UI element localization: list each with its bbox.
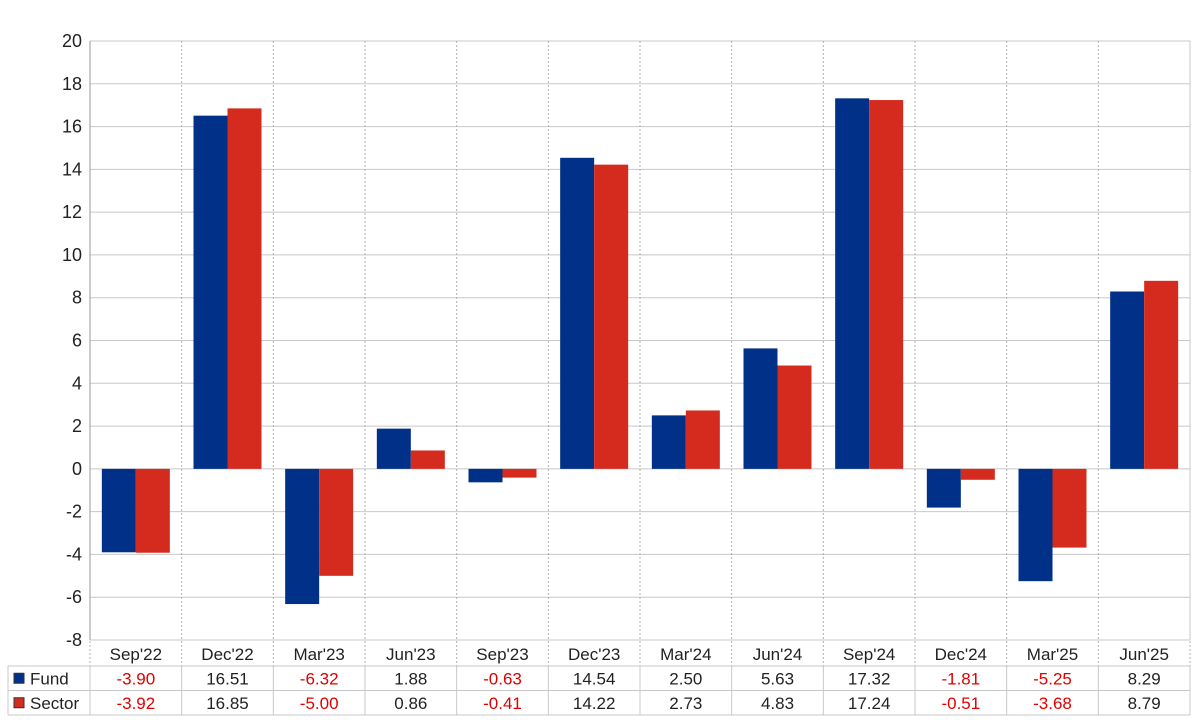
category-label: Dec'23: [568, 645, 620, 664]
bar-sector: [410, 450, 445, 469]
bar-fund: [376, 428, 411, 469]
bar-fund: [468, 468, 503, 483]
value-label-fund: -3.90: [116, 669, 155, 688]
y-tick-label: -4: [66, 544, 82, 564]
y-tick-label: 8: [72, 288, 82, 308]
bar-fund: [101, 468, 136, 553]
y-tick-label: 20: [62, 31, 82, 51]
value-label-fund: -6.32: [300, 669, 339, 688]
category-label: Mar'25: [1027, 645, 1078, 664]
category-label: Mar'24: [660, 645, 711, 664]
bar-fund: [651, 415, 686, 469]
category-label: Sep'22: [110, 645, 162, 664]
bar-fund: [285, 468, 320, 605]
y-tick-label: 12: [62, 202, 82, 222]
bar-sector: [135, 468, 170, 553]
value-label-fund: 5.63: [761, 669, 794, 688]
value-label-sector: 17.24: [848, 694, 891, 713]
y-tick-label: -8: [66, 630, 82, 650]
y-tick-label: 16: [62, 117, 82, 137]
bar-sector: [777, 365, 812, 469]
y-tick-label: -6: [66, 587, 82, 607]
bar-sector: [319, 468, 354, 576]
y-tick-label: 2: [72, 416, 82, 436]
category-label: Jun'23: [386, 645, 436, 664]
legend-label-fund: Fund: [30, 669, 69, 688]
value-label-sector: 16.85: [206, 694, 249, 713]
bar-fund: [193, 115, 228, 469]
value-label-sector: -5.00: [300, 694, 339, 713]
y-tick-label: 0: [72, 459, 82, 479]
value-label-sector: -3.68: [1033, 694, 1072, 713]
value-label-fund: 1.88: [394, 669, 427, 688]
value-label-sector: 0.86: [394, 694, 427, 713]
bar-fund: [560, 157, 595, 469]
value-label-sector: 4.83: [761, 694, 794, 713]
bar-fund: [926, 468, 961, 508]
category-label: Sep'24: [843, 645, 895, 664]
legend-swatch-sector: [13, 697, 25, 709]
bar-fund: [1018, 468, 1053, 582]
bar-fund: [835, 98, 870, 469]
bar-sector: [960, 468, 995, 480]
value-label-fund: 8.29: [1128, 669, 1161, 688]
value-label-fund: 17.32: [848, 669, 891, 688]
y-tick-label: -2: [66, 502, 82, 522]
value-label-sector: 2.73: [669, 694, 702, 713]
bar-sector: [502, 468, 537, 478]
value-label-sector: 14.22: [573, 694, 616, 713]
legend-swatch-fund: [13, 672, 25, 684]
value-label-fund: 14.54: [573, 669, 616, 688]
value-label-fund: 16.51: [206, 669, 249, 688]
bar-sector: [1144, 280, 1179, 469]
bar-sector: [685, 410, 720, 469]
y-tick-label: 10: [62, 245, 82, 265]
y-tick-label: 4: [72, 373, 82, 393]
category-label: Dec'22: [201, 645, 253, 664]
legend-label-sector: Sector: [30, 694, 79, 713]
y-tick-label: 6: [72, 331, 82, 351]
bar-sector: [227, 108, 262, 469]
y-tick-label: 18: [62, 74, 82, 94]
value-label-fund: -0.63: [483, 669, 522, 688]
category-label: Jun'25: [1119, 645, 1169, 664]
category-label: Dec'24: [935, 645, 987, 664]
category-label: Mar'23: [293, 645, 344, 664]
value-label-fund: -5.25: [1033, 669, 1072, 688]
value-label-sector: 8.79: [1128, 694, 1161, 713]
bar-sector: [1052, 468, 1087, 548]
value-label-sector: -0.51: [941, 694, 980, 713]
value-label-sector: -3.92: [116, 694, 155, 713]
bar-sector: [594, 164, 629, 469]
bar-fund: [1110, 291, 1145, 469]
value-label-fund: -1.81: [941, 669, 980, 688]
value-label-sector: -0.41: [483, 694, 522, 713]
category-label: Sep'23: [476, 645, 528, 664]
bar-sector: [869, 100, 904, 469]
bar-fund: [743, 348, 778, 469]
value-label-fund: 2.50: [669, 669, 702, 688]
category-label: Jun'24: [753, 645, 803, 664]
y-tick-label: 14: [62, 159, 82, 179]
